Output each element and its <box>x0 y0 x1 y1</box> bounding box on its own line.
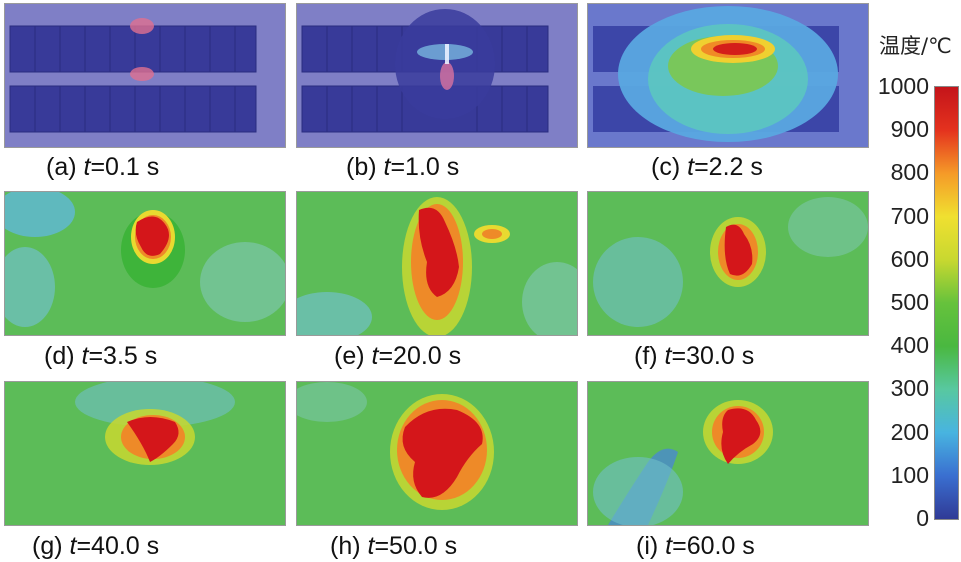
module-row-bottom <box>9 85 257 133</box>
colorbar-tick-label: 600 <box>890 245 929 272</box>
heatmap-panel-b <box>296 3 578 148</box>
cool-zone-d3 <box>200 242 285 322</box>
panel-c-svg <box>588 4 868 147</box>
hotspot-f <box>724 224 753 276</box>
module-cell-lines <box>34 26 236 132</box>
heatmap-panel-f <box>587 191 869 336</box>
panel-b-svg <box>297 4 577 147</box>
cool-zone-i <box>593 457 683 525</box>
heatmap-panel-h <box>296 381 578 526</box>
heatmap-panel-e <box>296 191 578 336</box>
colorbar-tick-label: 500 <box>890 289 929 315</box>
colorbar-tick-label: 1000 <box>877 73 929 99</box>
caption-a: (a) t=0.1 s <box>46 153 160 181</box>
caption-e: (e) t=20.0 s <box>334 342 462 370</box>
hotspot-a2 <box>130 67 154 81</box>
panel-g-svg <box>5 382 285 525</box>
hotspot-i <box>721 408 761 464</box>
hotspot-d <box>135 216 169 256</box>
panel-f-svg <box>588 192 868 335</box>
cool-zone-d1 <box>5 192 75 237</box>
colorbar-tick-label: 0 <box>916 505 929 531</box>
secondary-hot-core-e <box>482 229 502 239</box>
colorbar-tick-label: 200 <box>890 418 929 445</box>
colorbar-tick-label: 900 <box>890 116 929 143</box>
flame-core-b <box>445 44 449 64</box>
cool-zone-e1 <box>297 292 372 335</box>
colorbar-tick-label: 400 <box>890 332 929 359</box>
caption-g: (g) t=40.0 s <box>32 532 160 560</box>
cool-zone-d2 <box>5 247 55 327</box>
panel-a-svg <box>5 4 285 147</box>
panel-e-svg <box>297 192 577 335</box>
heatmap-panel-i <box>587 381 869 526</box>
cool-zone-g <box>75 382 235 427</box>
caption-i: (i) t=60.0 s <box>636 532 755 560</box>
caption-f: (f) t=30.0 s <box>634 342 755 370</box>
panel-h-svg <box>297 382 577 525</box>
module-row-top <box>9 25 257 73</box>
cool-zone-f2 <box>788 197 868 257</box>
hotspot-b <box>440 62 454 90</box>
caption-c: (c) t=2.2 s <box>651 153 763 181</box>
caption-d: (d) t=3.5 s <box>44 342 158 370</box>
hotspot-h <box>402 408 483 498</box>
heatmap-panel-d <box>4 191 286 336</box>
colorbar-title: 温度/℃ <box>879 34 952 58</box>
hotspot-c <box>713 43 757 55</box>
hotspot-g <box>127 417 179 462</box>
panel-d-svg <box>5 192 285 335</box>
caption-h: (h) t=50.0 s <box>330 532 458 560</box>
heatmap-panel-g <box>4 381 286 526</box>
colorbar-gradient <box>934 86 959 520</box>
caption-b: (b) t=1.0 s <box>346 153 460 181</box>
hotspot-e <box>418 207 459 297</box>
heatmap-panel-a <box>4 3 286 148</box>
panel-i-svg <box>588 382 868 525</box>
cool-zone-f1 <box>593 237 683 327</box>
cool-zone-e2 <box>522 262 577 335</box>
colorbar-tick-label: 800 <box>890 159 929 186</box>
heatmap-panel-c <box>587 3 869 148</box>
colorbar-tick-label: 700 <box>890 202 929 229</box>
colorbar-tick-label: 100 <box>890 461 929 488</box>
cool-zone-h <box>297 382 367 422</box>
colorbar-tick-label: 300 <box>890 375 929 402</box>
hotspot-a1 <box>130 18 154 34</box>
